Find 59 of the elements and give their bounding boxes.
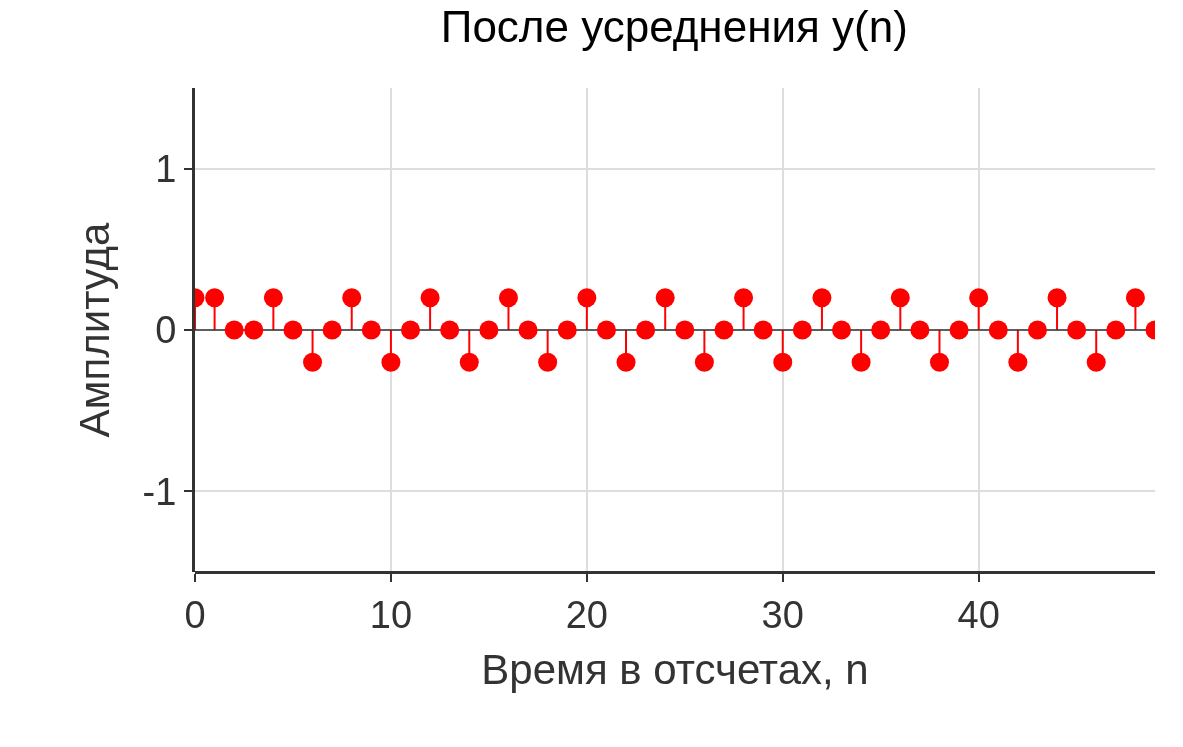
point bbox=[655, 288, 675, 308]
point bbox=[773, 352, 793, 372]
point bbox=[498, 288, 518, 308]
y-axis-title: Амплитуда bbox=[71, 221, 119, 438]
point bbox=[910, 320, 930, 340]
point bbox=[734, 288, 754, 308]
point bbox=[518, 320, 538, 340]
point bbox=[675, 320, 695, 340]
point bbox=[224, 320, 244, 340]
point bbox=[244, 320, 264, 340]
point bbox=[538, 352, 558, 372]
point bbox=[283, 320, 303, 340]
point bbox=[871, 320, 891, 340]
point bbox=[969, 288, 989, 308]
x-tick-label: 20 bbox=[565, 593, 608, 636]
x-tick-label: 40 bbox=[957, 593, 1000, 636]
point bbox=[1106, 320, 1126, 340]
x-tick-label: 0 bbox=[184, 593, 206, 636]
point bbox=[851, 352, 871, 372]
point bbox=[890, 288, 910, 308]
point bbox=[949, 320, 969, 340]
point bbox=[263, 288, 283, 308]
point bbox=[381, 352, 401, 372]
point bbox=[322, 320, 342, 340]
point bbox=[401, 320, 421, 340]
point bbox=[1067, 320, 1087, 340]
point bbox=[832, 320, 852, 340]
point bbox=[479, 320, 499, 340]
x-axis-title: Время в отсчетах, n bbox=[481, 646, 869, 694]
point bbox=[420, 288, 440, 308]
point bbox=[459, 352, 479, 372]
point bbox=[812, 288, 832, 308]
point bbox=[988, 320, 1008, 340]
point bbox=[694, 352, 714, 372]
point bbox=[440, 320, 460, 340]
point bbox=[930, 352, 949, 372]
point bbox=[1047, 288, 1067, 308]
point bbox=[1027, 320, 1047, 340]
point bbox=[1008, 352, 1028, 372]
y-tick-label: 1 bbox=[155, 147, 177, 190]
point bbox=[303, 352, 323, 372]
point bbox=[205, 288, 225, 308]
point bbox=[616, 352, 636, 372]
point bbox=[636, 320, 656, 340]
x-tick-label: 10 bbox=[369, 593, 413, 636]
point bbox=[557, 320, 577, 340]
point bbox=[753, 320, 773, 340]
point bbox=[361, 320, 381, 340]
point bbox=[342, 288, 362, 308]
y-tick-label: -1 bbox=[142, 470, 177, 513]
y-tick-label: 0 bbox=[155, 309, 177, 352]
point bbox=[1086, 352, 1106, 372]
point bbox=[596, 320, 616, 340]
chart-title: После усреднения y(n) bbox=[440, 2, 908, 51]
point bbox=[792, 320, 812, 340]
point bbox=[577, 288, 597, 308]
point bbox=[714, 320, 734, 340]
point bbox=[1125, 288, 1145, 308]
x-tick-label: 30 bbox=[761, 593, 804, 636]
